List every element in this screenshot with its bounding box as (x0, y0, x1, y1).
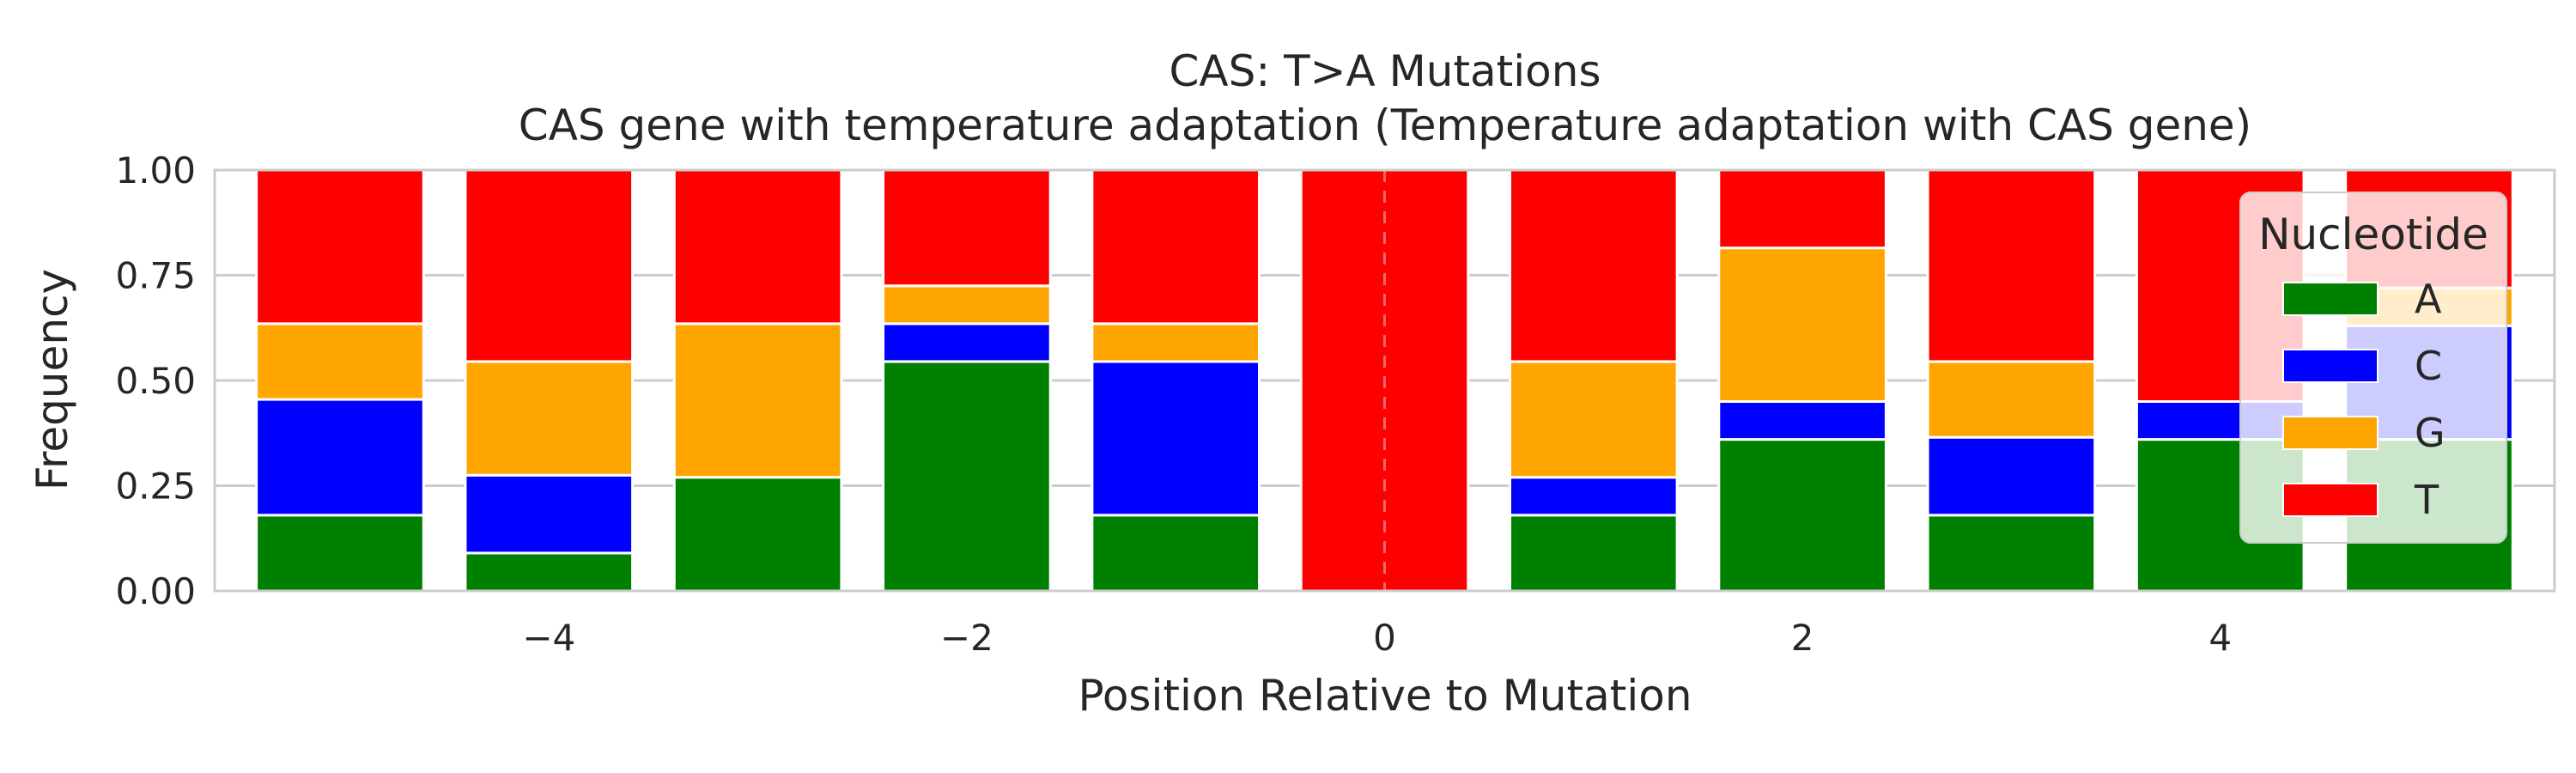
x-tick-label: 0 (1373, 617, 1396, 659)
bar-segment-T (1717, 168, 1887, 250)
bar-segment-T (1508, 168, 1679, 363)
bar-segment-T (464, 168, 635, 363)
bar-segment-T (1091, 168, 1261, 326)
bar-segment-A (1926, 514, 2097, 593)
legend-swatch-G (2282, 416, 2379, 450)
bar-segment-C (882, 322, 1052, 363)
legend-swatch-A (2282, 282, 2379, 316)
x-axis-label: Position Relative to Mutation (1078, 671, 1692, 721)
legend-swatch-T (2282, 483, 2379, 517)
bar-segment-G (1508, 360, 1679, 479)
bar-segment-A (1717, 438, 1887, 593)
legend-label-G: G (2415, 410, 2445, 456)
bar-segment-A (255, 514, 425, 593)
y-axis-ticks: 0.00 0.25 0.50 0.75 1.00 (115, 149, 196, 612)
bar-segment-T (672, 168, 843, 326)
y-tick-label: 0.00 (115, 570, 196, 612)
legend-title: Nucleotide (2258, 210, 2488, 259)
bar-segment-G (1926, 360, 2097, 439)
bar-segment-C (255, 398, 425, 517)
x-tick-label: 2 (1791, 617, 1814, 659)
bar-segment-G (1091, 322, 1261, 363)
x-tick-label: −2 (940, 617, 993, 659)
bar-segment-G (882, 284, 1052, 326)
bar-segment-T (255, 168, 425, 326)
bar-segment-C (1717, 400, 1887, 441)
bar-segment-A (1091, 514, 1261, 593)
plot-frame (213, 168, 2556, 593)
bar-segment-T (882, 168, 1052, 288)
bar-segment-C (1926, 435, 2097, 517)
y-axis-label: Frequency (27, 269, 77, 490)
bar-segment-C (1091, 360, 1261, 517)
bar-segment-G (672, 322, 843, 479)
bar-segment-C (464, 473, 635, 555)
bars (255, 168, 2514, 593)
bar-segment-G (464, 360, 635, 477)
legend-label-T: T (2414, 477, 2439, 523)
bar-segment-A (882, 360, 1052, 593)
legend-label-C: C (2415, 343, 2442, 389)
bar-segment-A (1508, 514, 1679, 593)
chart-title: CAS: T>A Mutations (1169, 46, 1601, 96)
x-axis-ticks: −4 −2 0 2 4 (522, 617, 2232, 659)
bar-segment-A (464, 551, 635, 593)
y-tick-label: 0.25 (115, 466, 196, 508)
bar-segment-G (1717, 247, 1887, 403)
legend-swatch-C (2282, 349, 2379, 383)
bar-segment-T (1926, 168, 2097, 363)
bar-segment-C (1508, 476, 1679, 517)
x-tick-label: −4 (522, 617, 575, 659)
y-tick-label: 1.00 (115, 149, 196, 192)
legend-label-A: A (2415, 276, 2442, 322)
y-tick-label: 0.50 (115, 360, 196, 402)
chart-subtitle: CAS gene with temperature adaptation (Te… (519, 100, 2251, 150)
bar-segment-A (672, 476, 843, 593)
x-tick-label: 4 (2208, 617, 2232, 659)
bar-segment-G (255, 322, 425, 401)
y-tick-label: 0.75 (115, 255, 196, 297)
